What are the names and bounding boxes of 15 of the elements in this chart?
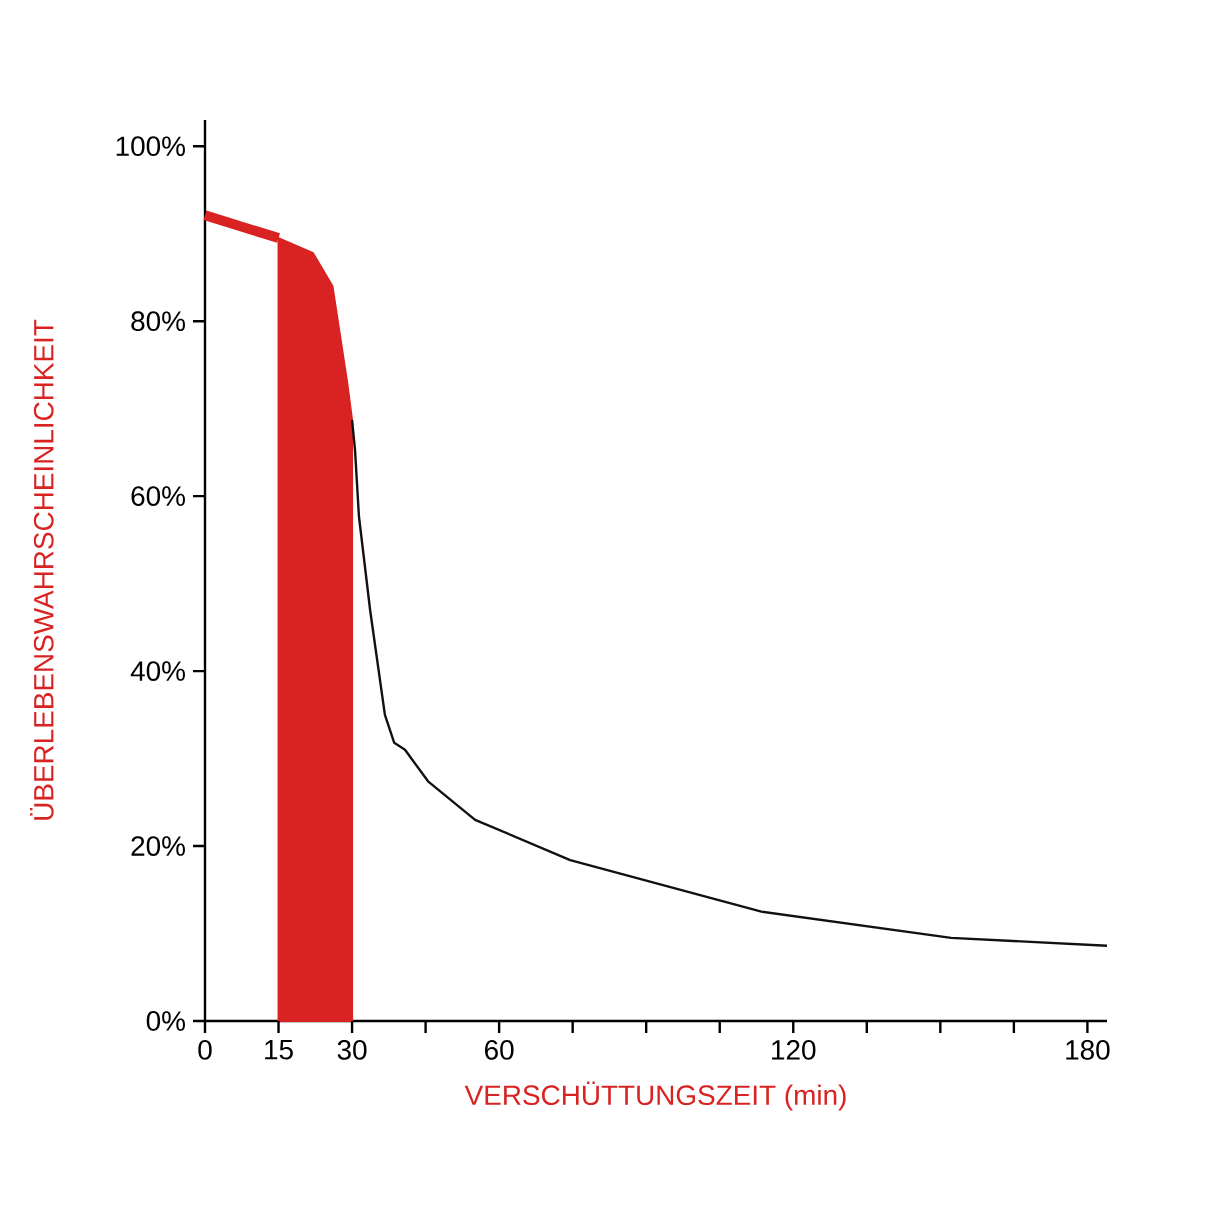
x-tick-label: 30 bbox=[337, 1040, 367, 1060]
x-tick-label: 60 bbox=[485, 1040, 514, 1060]
x-tick-label: 180 bbox=[1066, 1040, 1110, 1060]
y-tick-label: 100% bbox=[116, 136, 185, 157]
x-tick-label: 120 bbox=[772, 1040, 816, 1060]
line-series bbox=[350, 418, 1109, 947]
y-axis-title: ÜBERLEBENSWAHRSCHEINLICHKEIT bbox=[30, 319, 54, 820]
y-tick-label: 60% bbox=[131, 486, 185, 507]
y-tick-label: 80% bbox=[131, 311, 185, 332]
y-tick-label: 20% bbox=[131, 836, 185, 856]
x-tick-label: 15 bbox=[265, 1040, 293, 1060]
x-axis-title: VERSCHÜTTUNGSZEIT (min) bbox=[464, 1081, 846, 1111]
y-tick-label: 0% bbox=[146, 1011, 185, 1031]
y-tick-label: 40% bbox=[130, 661, 185, 681]
x-tick-label: 0 bbox=[198, 1040, 212, 1060]
